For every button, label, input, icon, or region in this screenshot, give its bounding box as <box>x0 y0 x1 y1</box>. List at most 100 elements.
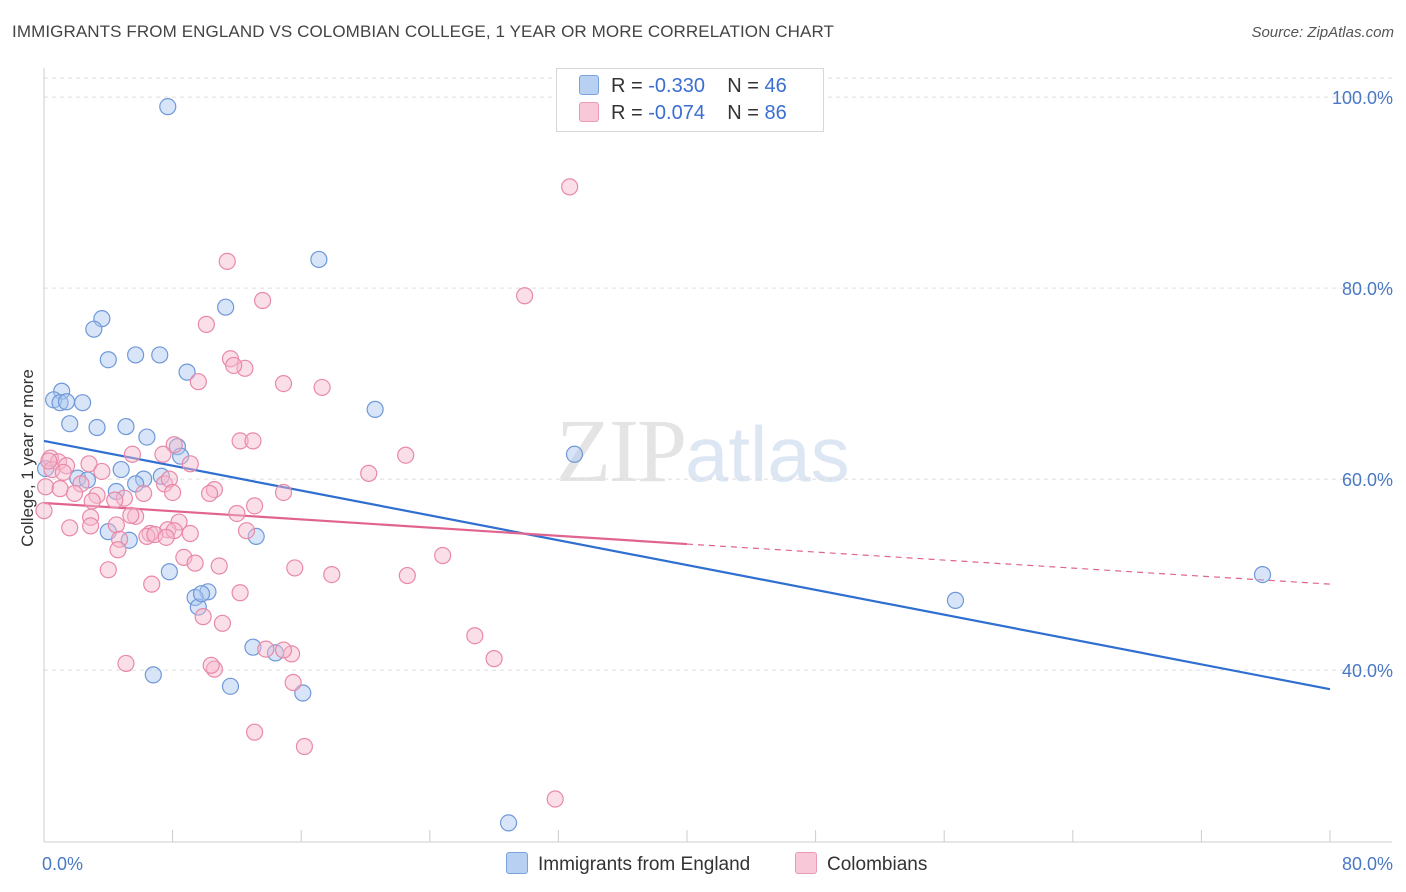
legend-england-swatch <box>506 852 528 874</box>
colombian-point-81 <box>83 492 101 510</box>
colombian-point-79 <box>40 452 58 470</box>
colombian-point-69 <box>282 645 301 663</box>
watermark: ZIPatlas <box>556 400 850 503</box>
legend-row-colombian: R = -0.074 N = 86 <box>579 102 787 126</box>
colombian-point-38 <box>200 484 219 503</box>
colombian-point-51 <box>181 524 199 543</box>
colombian-point-12 <box>231 432 249 450</box>
colombian-n-label: N = <box>727 102 765 124</box>
colombian-point-49 <box>237 522 256 540</box>
england-point-26 <box>135 470 153 488</box>
colombian-point-24 <box>360 464 378 482</box>
colombian-point-56 <box>186 554 204 572</box>
colombian-trend-extension <box>686 543 1331 585</box>
colombian-point-45 <box>82 517 100 535</box>
england-point-36 <box>189 598 207 616</box>
colombian-point-32 <box>65 484 84 503</box>
england-point-7 <box>151 346 169 364</box>
england-point-5 <box>99 351 117 369</box>
england-swatch <box>579 75 599 95</box>
england-point-11 <box>51 394 69 412</box>
colombian-point-78 <box>546 790 564 808</box>
stats-legend: R = -0.330 N = 46 R = -0.074 N = 86 <box>556 68 824 132</box>
colombian-point-4 <box>197 315 215 333</box>
england-r-value: -0.330 <box>648 75 705 97</box>
england-r-label: R = <box>611 75 649 97</box>
chart-title: IMMIGRANTS FROM ENGLAND VS COLOMBIAN COL… <box>12 22 835 41</box>
colombian-point-84 <box>157 528 175 546</box>
colombian-point-71 <box>485 650 503 668</box>
england-point-42 <box>294 684 312 702</box>
colombian-point-57 <box>210 557 228 575</box>
colombian-point-36 <box>106 491 124 509</box>
colombian-point-23 <box>93 462 111 481</box>
colombian-point-44 <box>61 519 79 537</box>
colombian-point-20 <box>181 455 199 473</box>
england-point-21 <box>565 445 584 463</box>
colombian-swatch <box>579 102 599 122</box>
colombian-trend-line <box>43 501 688 546</box>
england-point-8 <box>178 363 196 381</box>
colombian-point-61 <box>434 546 452 565</box>
colombian-point-9 <box>274 375 293 393</box>
legend-row-england: R = -0.330 N = 46 <box>579 75 787 99</box>
colombian-point-8 <box>189 373 207 391</box>
colombian-point-27 <box>72 475 90 493</box>
colombian-point-65 <box>194 608 212 626</box>
colombian-point-60 <box>398 566 416 585</box>
england-point-17 <box>117 417 135 436</box>
england-point-39 <box>192 585 211 603</box>
colombian-point-2 <box>516 287 534 305</box>
watermark-zip: ZIP <box>556 402 687 501</box>
england-point-12 <box>57 393 76 411</box>
y-axis-label: College, 1 year or more <box>18 369 37 547</box>
colombian-point-67 <box>466 627 484 645</box>
colombian-point-75 <box>284 673 302 692</box>
england-point-44 <box>1253 565 1272 584</box>
colombian-point-62 <box>99 561 117 579</box>
colombian-point-46 <box>107 516 125 534</box>
england-trend-line <box>43 439 1331 691</box>
colombian-point-14 <box>397 446 415 464</box>
trend-lines <box>43 439 1331 691</box>
colombian-point-54 <box>109 541 127 559</box>
colombian-point-66 <box>213 614 232 632</box>
colombian-point-39 <box>245 497 264 515</box>
axes <box>43 68 1392 843</box>
colombian-point-37 <box>164 483 182 502</box>
colombian-point-6 <box>236 359 254 377</box>
colombian-point-34 <box>135 484 153 503</box>
england-point-33 <box>160 563 178 581</box>
y-tick-label-60: 60.0% <box>1342 470 1393 490</box>
colombian-n-value: 86 <box>764 102 787 124</box>
colombian-point-63 <box>143 575 161 593</box>
colombian-point-70 <box>274 641 293 659</box>
england-point-1 <box>310 250 328 269</box>
colombian-point-76 <box>245 723 264 741</box>
colombian-point-13 <box>244 432 262 450</box>
england-point-6 <box>127 346 145 364</box>
england-point-43 <box>946 591 965 609</box>
colombian-point-1 <box>218 252 236 270</box>
england-n-label: N = <box>727 75 765 97</box>
colombian-point-25 <box>37 478 55 496</box>
colombian-r-value: -0.074 <box>648 102 705 124</box>
colombian-point-72 <box>117 654 135 673</box>
colombian-point-59 <box>323 565 341 584</box>
legend-england-label: Immigrants from England <box>538 854 751 875</box>
colombian-point-3 <box>254 291 272 310</box>
colombian-r-label: R = <box>611 102 649 124</box>
colombian-point-85 <box>122 506 140 524</box>
colombian-point-58 <box>286 559 304 577</box>
legend-colombians-swatch <box>795 852 817 874</box>
colombian-point-80 <box>54 463 72 482</box>
england-point-15 <box>61 415 79 433</box>
source-label: Source: ZipAtlas.com <box>1251 24 1394 41</box>
colombian-point-17 <box>80 455 98 473</box>
colombian-point-64 <box>231 584 249 602</box>
tick-labels: 40.0% 60.0% 80.0% 100.0% 0.0% 80.0% <box>42 88 1393 874</box>
england-point-0 <box>159 98 177 116</box>
england-point-4 <box>85 320 103 338</box>
legend-item-england: Immigrants from England <box>506 852 750 876</box>
